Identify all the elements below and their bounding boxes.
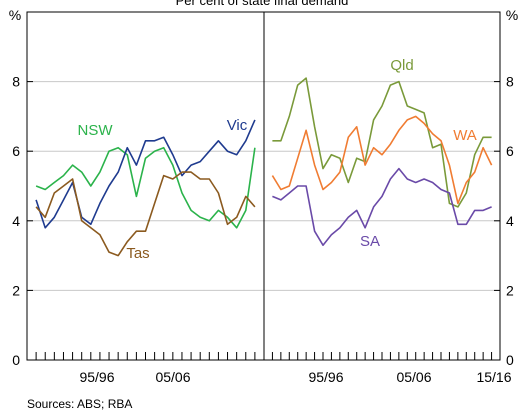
right-panel — [264, 77, 500, 360]
right-panel-ticks — [271, 352, 493, 360]
y-tick-label: 0 — [12, 352, 20, 368]
y-tick-label: 6 — [12, 143, 20, 159]
series-line-vic — [35, 119, 256, 229]
y-tick-label: 0 — [506, 352, 514, 368]
right-y-axis: 0 2 4 6 8 — [494, 74, 514, 368]
series-line-sa — [272, 167, 492, 246]
x-tick-label: 05/06 — [155, 369, 190, 385]
series-label-nsw: NSW — [78, 122, 114, 139]
y-tick-label: 6 — [506, 143, 514, 159]
y-tick-label: 4 — [12, 213, 20, 229]
left-y-axis: 0 2 4 6 8 — [12, 74, 33, 368]
x-tick-label: 95/96 — [308, 369, 343, 385]
y-tick-label: 4 — [506, 213, 514, 229]
x-tick-label: 15/16 — [476, 369, 511, 385]
right-panel-series — [271, 77, 493, 246]
left-y-unit-label: % — [9, 7, 21, 23]
right-y-unit-label: % — [506, 7, 518, 23]
series-labels: NSW Vic Tas Qld WA SA — [78, 57, 477, 262]
series-line-tas — [35, 171, 256, 257]
left-panel — [27, 81, 264, 360]
series-label-qld: Qld — [390, 57, 413, 74]
series-line-qld — [272, 77, 492, 208]
chart-title: Per cent of state final demand — [176, 0, 349, 8]
series-label-wa: WA — [453, 127, 477, 144]
y-tick-label: 8 — [506, 74, 514, 90]
series-line-wa — [271, 115, 493, 205]
left-panel-gridlines — [27, 81, 264, 291]
y-tick-label: 2 — [12, 282, 20, 298]
left-panel-ticks — [35, 352, 256, 360]
y-tick-label: 8 — [12, 74, 20, 90]
x-tick-label: 95/96 — [79, 369, 114, 385]
sources-note: Sources: ABS; RBA — [27, 397, 132, 411]
series-label-sa: SA — [360, 233, 380, 250]
x-axis-labels: 95/96 05/06 95/96 05/06 15/16 — [79, 369, 511, 385]
y-tick-label: 2 — [506, 282, 514, 298]
left-panel-series — [35, 119, 256, 257]
x-tick-label: 05/06 — [396, 369, 431, 385]
series-label-vic: Vic — [227, 117, 248, 134]
series-label-tas: Tas — [126, 245, 149, 262]
series-line-nsw — [35, 146, 256, 229]
right-panel-gridlines — [264, 81, 500, 291]
